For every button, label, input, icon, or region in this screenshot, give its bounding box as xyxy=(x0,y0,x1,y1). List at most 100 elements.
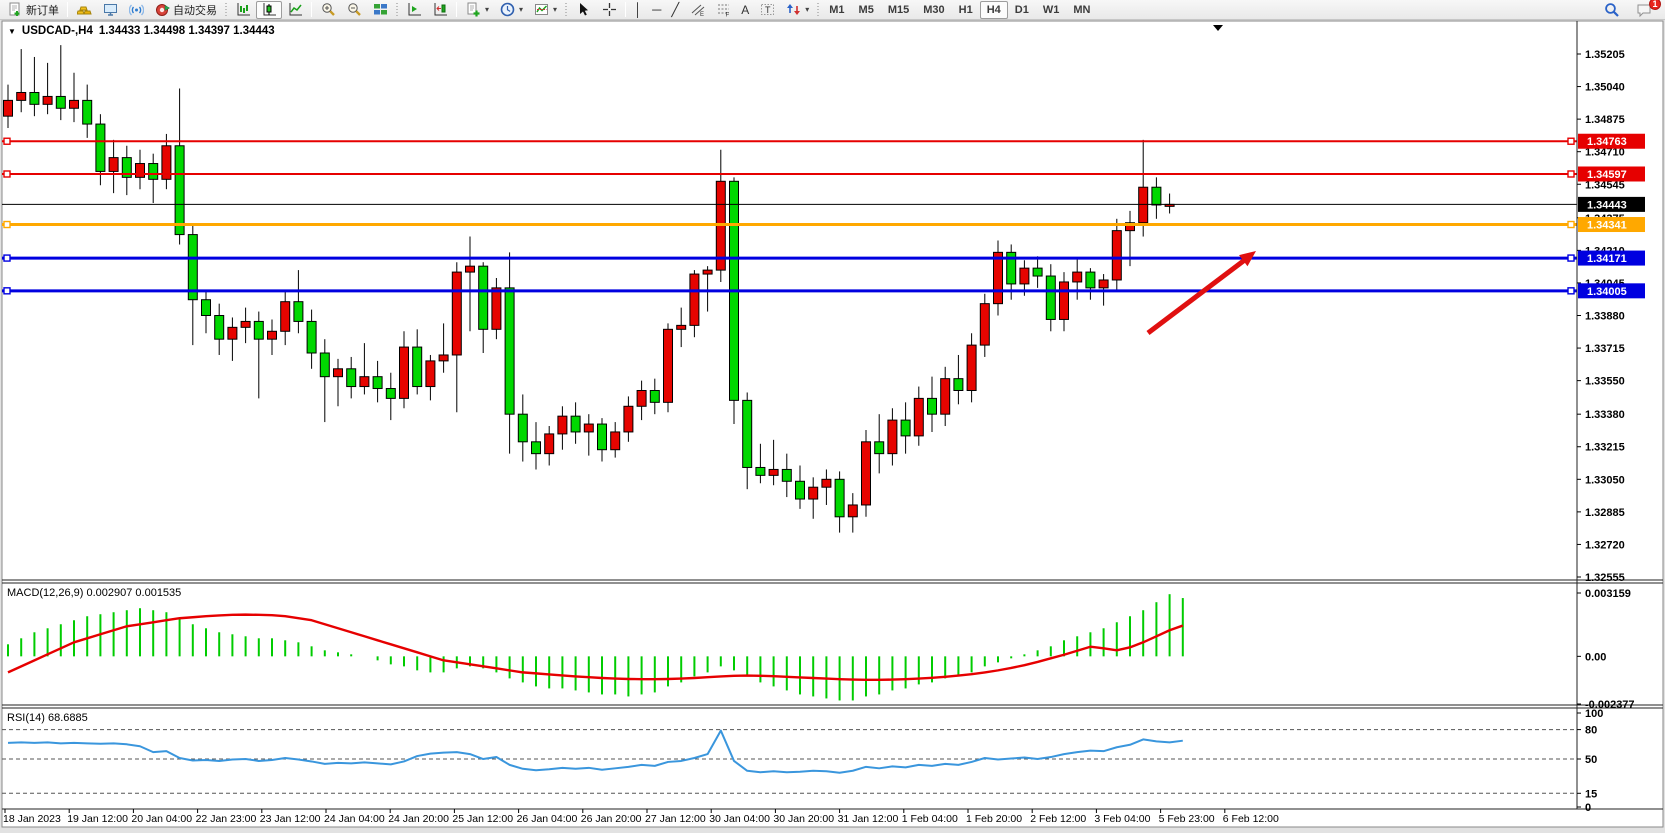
macd-histogram xyxy=(7,594,1184,701)
indicators-icon xyxy=(533,2,549,18)
signal-icon xyxy=(128,2,144,18)
notifications-button[interactable]: 1 xyxy=(1631,0,1661,19)
candlestick-mode-button[interactable] xyxy=(256,0,282,19)
svg-text:22 Jan 23:00: 22 Jan 23:00 xyxy=(196,813,257,825)
svg-text:26 Jan 20:00: 26 Jan 20:00 xyxy=(581,813,642,825)
horizontal-line-1.34341[interactable] xyxy=(2,220,1577,229)
svg-text:0: 0 xyxy=(1585,802,1591,814)
clock-icon xyxy=(499,2,515,18)
timeframe-D1[interactable]: D1 xyxy=(1014,3,1029,16)
toolbar-grip[interactable] xyxy=(816,2,821,17)
svg-text:1.35205: 1.35205 xyxy=(1585,49,1625,61)
channel-icon: E xyxy=(689,2,705,18)
separator xyxy=(67,2,68,17)
bar-chart-mode-button[interactable] xyxy=(230,1,256,19)
label-tool-button[interactable]: T xyxy=(754,1,780,19)
timeframe-M15[interactable]: M15 xyxy=(887,3,910,16)
trend-arrow[interactable] xyxy=(1146,251,1256,335)
candlestick-icon xyxy=(261,2,277,18)
svg-text:1.34341: 1.34341 xyxy=(1587,220,1627,232)
svg-text:18 Jan 2023: 18 Jan 2023 xyxy=(3,813,61,825)
shift-end-marker-icon[interactable] xyxy=(1213,25,1223,31)
chart-symbol-period: USDCAD-,H4 xyxy=(21,25,93,37)
line-chart-icon xyxy=(287,2,303,18)
text-icon: A xyxy=(741,2,750,17)
auto-scroll-button[interactable] xyxy=(427,1,453,19)
autotrading-icon xyxy=(154,2,170,18)
svg-text:1.34710: 1.34710 xyxy=(1585,147,1625,159)
timeframe-M30[interactable]: M30 xyxy=(923,3,945,16)
bar-chart-icon xyxy=(235,2,251,18)
svg-text:T: T xyxy=(765,5,771,15)
horizontal-line-tool-button[interactable]: ─ xyxy=(647,1,666,19)
horizontal-line-1.34763[interactable] xyxy=(2,137,1577,145)
horizontal-line-1.34005[interactable] xyxy=(2,287,1577,295)
tile-windows-button[interactable] xyxy=(367,1,393,19)
arrow-objects-icon xyxy=(785,2,801,18)
chart-title[interactable]: ▼ USDCAD-,H4 1.34433 1.34498 1.34397 1.3… xyxy=(8,25,275,37)
chart-ohlc-values: 1.34433 1.34498 1.34397 1.34443 xyxy=(98,25,275,37)
svg-text:30 Jan 04:00: 30 Jan 04:00 xyxy=(709,813,770,825)
channel-tool-button[interactable]: E xyxy=(684,1,710,19)
crosshair-tool-button[interactable] xyxy=(596,1,622,19)
chart-shift-button[interactable] xyxy=(401,1,427,19)
svg-text:0.00: 0.00 xyxy=(1585,651,1606,663)
fibonacci-icon: F xyxy=(715,2,731,18)
pane-splitters[interactable] xyxy=(2,579,1663,810)
chart-shift-icon xyxy=(406,2,422,18)
svg-text:2 Feb 12:00: 2 Feb 12:00 xyxy=(1030,813,1086,825)
separator xyxy=(625,2,627,17)
svg-text:E: E xyxy=(700,12,704,17)
macd-axis: 0.003159 0.00 -0.002377 xyxy=(1577,588,1635,711)
search-button[interactable] xyxy=(1599,1,1625,19)
toolbar-grip[interactable] xyxy=(395,2,399,17)
text-tool-button[interactable]: A xyxy=(736,1,754,19)
signals-button[interactable] xyxy=(123,1,149,19)
charts-button[interactable] xyxy=(71,1,97,19)
timeframe-group: M1 M5 M15 M30 H1 H4 D1 W1 MN xyxy=(822,0,1097,19)
rsi-level-lines xyxy=(2,729,1577,794)
svg-text:50: 50 xyxy=(1585,754,1597,766)
chart-menu-triangle-icon[interactable]: ▼ xyxy=(8,26,16,36)
timeframe-W1[interactable]: W1 xyxy=(1042,3,1060,16)
svg-text:1.34443: 1.34443 xyxy=(1587,199,1627,211)
svg-text:5 Feb 23:00: 5 Feb 23:00 xyxy=(1159,813,1215,825)
indicators-button[interactable]: ▾ xyxy=(528,1,562,19)
zoom-out-button[interactable] xyxy=(341,1,367,19)
cursor-tool-button[interactable] xyxy=(570,1,596,19)
rsi-line xyxy=(7,729,1183,774)
timeframe-M1[interactable]: M1 xyxy=(829,3,845,16)
fibonacci-tool-button[interactable]: F xyxy=(710,1,736,19)
toolbar-grip[interactable] xyxy=(224,2,228,17)
autotrading-button[interactable]: 自动交易 xyxy=(149,1,222,19)
trendline-tool-button[interactable]: ╱ xyxy=(666,1,684,19)
line-chart-mode-button[interactable] xyxy=(282,1,308,19)
date-axis[interactable]: 18 Jan 2023 19 Jan 12:00 20 Jan 04:00 22 Ja… xyxy=(3,809,1279,825)
svg-text:20 Jan 04:00: 20 Jan 04:00 xyxy=(131,813,192,825)
market-watch-button[interactable] xyxy=(97,1,123,19)
svg-text:25 Jan 12:00: 25 Jan 12:00 xyxy=(452,813,513,825)
period-button[interactable]: ▾ xyxy=(494,1,528,19)
vertical-line-tool-button[interactable]: │ xyxy=(629,1,647,19)
macd-signal-line xyxy=(7,613,1184,681)
svg-text:26 Jan 04:00: 26 Jan 04:00 xyxy=(517,813,578,825)
rsi-indicator-label: RSI(14) 68.6885 xyxy=(7,712,88,724)
trendline-icon: ╱ xyxy=(671,2,680,17)
zoom-in-icon xyxy=(320,2,336,18)
zoom-in-button[interactable] xyxy=(315,1,341,19)
timeframe-M5[interactable]: M5 xyxy=(858,3,874,16)
toolbar-grip[interactable] xyxy=(564,2,569,17)
svg-text:F: F xyxy=(725,13,729,18)
horizontal-line-1.34597[interactable] xyxy=(2,170,1577,178)
new-template-button[interactable]: ▾ xyxy=(460,1,494,19)
horizontal-line-1.34171[interactable] xyxy=(2,254,1577,262)
auto-scroll-icon xyxy=(432,2,448,18)
svg-text:1.33550: 1.33550 xyxy=(1585,376,1625,388)
horizontal-line-icon: ─ xyxy=(652,2,662,17)
arrows-tool-button[interactable]: ▾ xyxy=(780,1,814,19)
timeframe-H1[interactable]: H1 xyxy=(958,3,973,16)
new-order-button[interactable]: 新订单 xyxy=(2,1,64,19)
timeframe-H4[interactable]: H4 xyxy=(979,0,1008,19)
timeframe-MN[interactable]: MN xyxy=(1073,3,1091,16)
